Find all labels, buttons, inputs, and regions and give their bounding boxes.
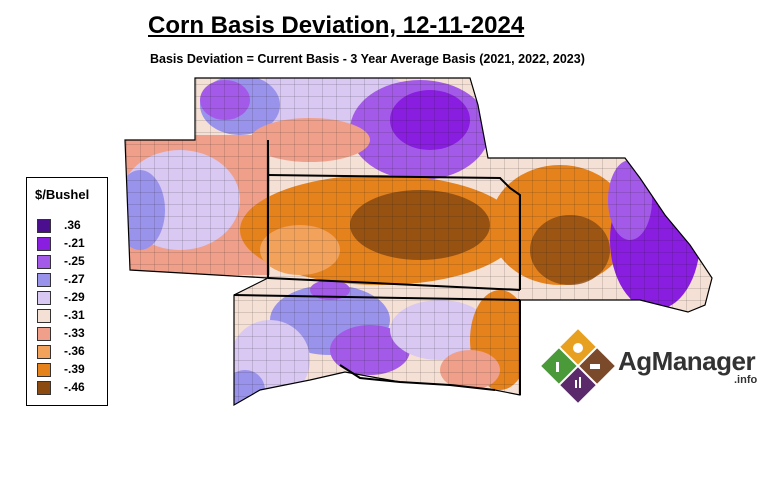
legend-label: -.33 [64,326,85,340]
legend-label: -.36 [64,344,85,358]
legend-swatch [37,219,51,233]
legend-item: -.29 [33,289,107,307]
legend-item: -.21 [33,235,107,253]
logo-text: AgManager [618,346,756,376]
legend-title: $/Bushel [35,187,90,202]
legend-label: -.25 [64,254,85,268]
legend-swatch [37,381,51,395]
legend-label: -.31 [64,308,85,322]
legend-label: -.21 [64,236,85,250]
legend-swatch [37,363,51,377]
legend-label: -.46 [64,380,85,394]
logo-suffix: .info [734,374,758,386]
map-subtitle: Basis Deviation = Current Basis - 3 Year… [150,52,585,66]
state-boundaries [233,140,521,395]
legend-label: -.29 [64,290,85,304]
legend-item: -.27 [33,271,107,289]
legend-swatch [37,237,51,251]
legend-swatch [37,255,51,269]
legend-label: .36 [64,218,81,232]
legend-swatch [37,291,51,305]
legend-item: -.36 [33,343,107,361]
legend-item: -.39 [33,361,107,379]
legend-item: -.25 [33,253,107,271]
agmanager-logo-icon [541,329,615,403]
agmanager-logo: AgManager .info [538,326,760,406]
legend-label: -.27 [64,272,85,286]
map-title: Corn Basis Deviation, 12-11-2024 [148,12,525,39]
legend-item: -.31 [33,307,107,325]
legend: $/Bushel .36 -.21 -.25 -.27 -.29 -.31 -.… [26,177,108,406]
legend-label: -.39 [64,362,85,376]
legend-swatch [37,309,51,323]
legend-item: .36 [33,217,107,235]
legend-swatch [37,273,51,287]
legend-item: -.33 [33,325,107,343]
legend-swatch [37,345,51,359]
legend-swatch [37,327,51,341]
legend-item: -.46 [33,379,107,397]
